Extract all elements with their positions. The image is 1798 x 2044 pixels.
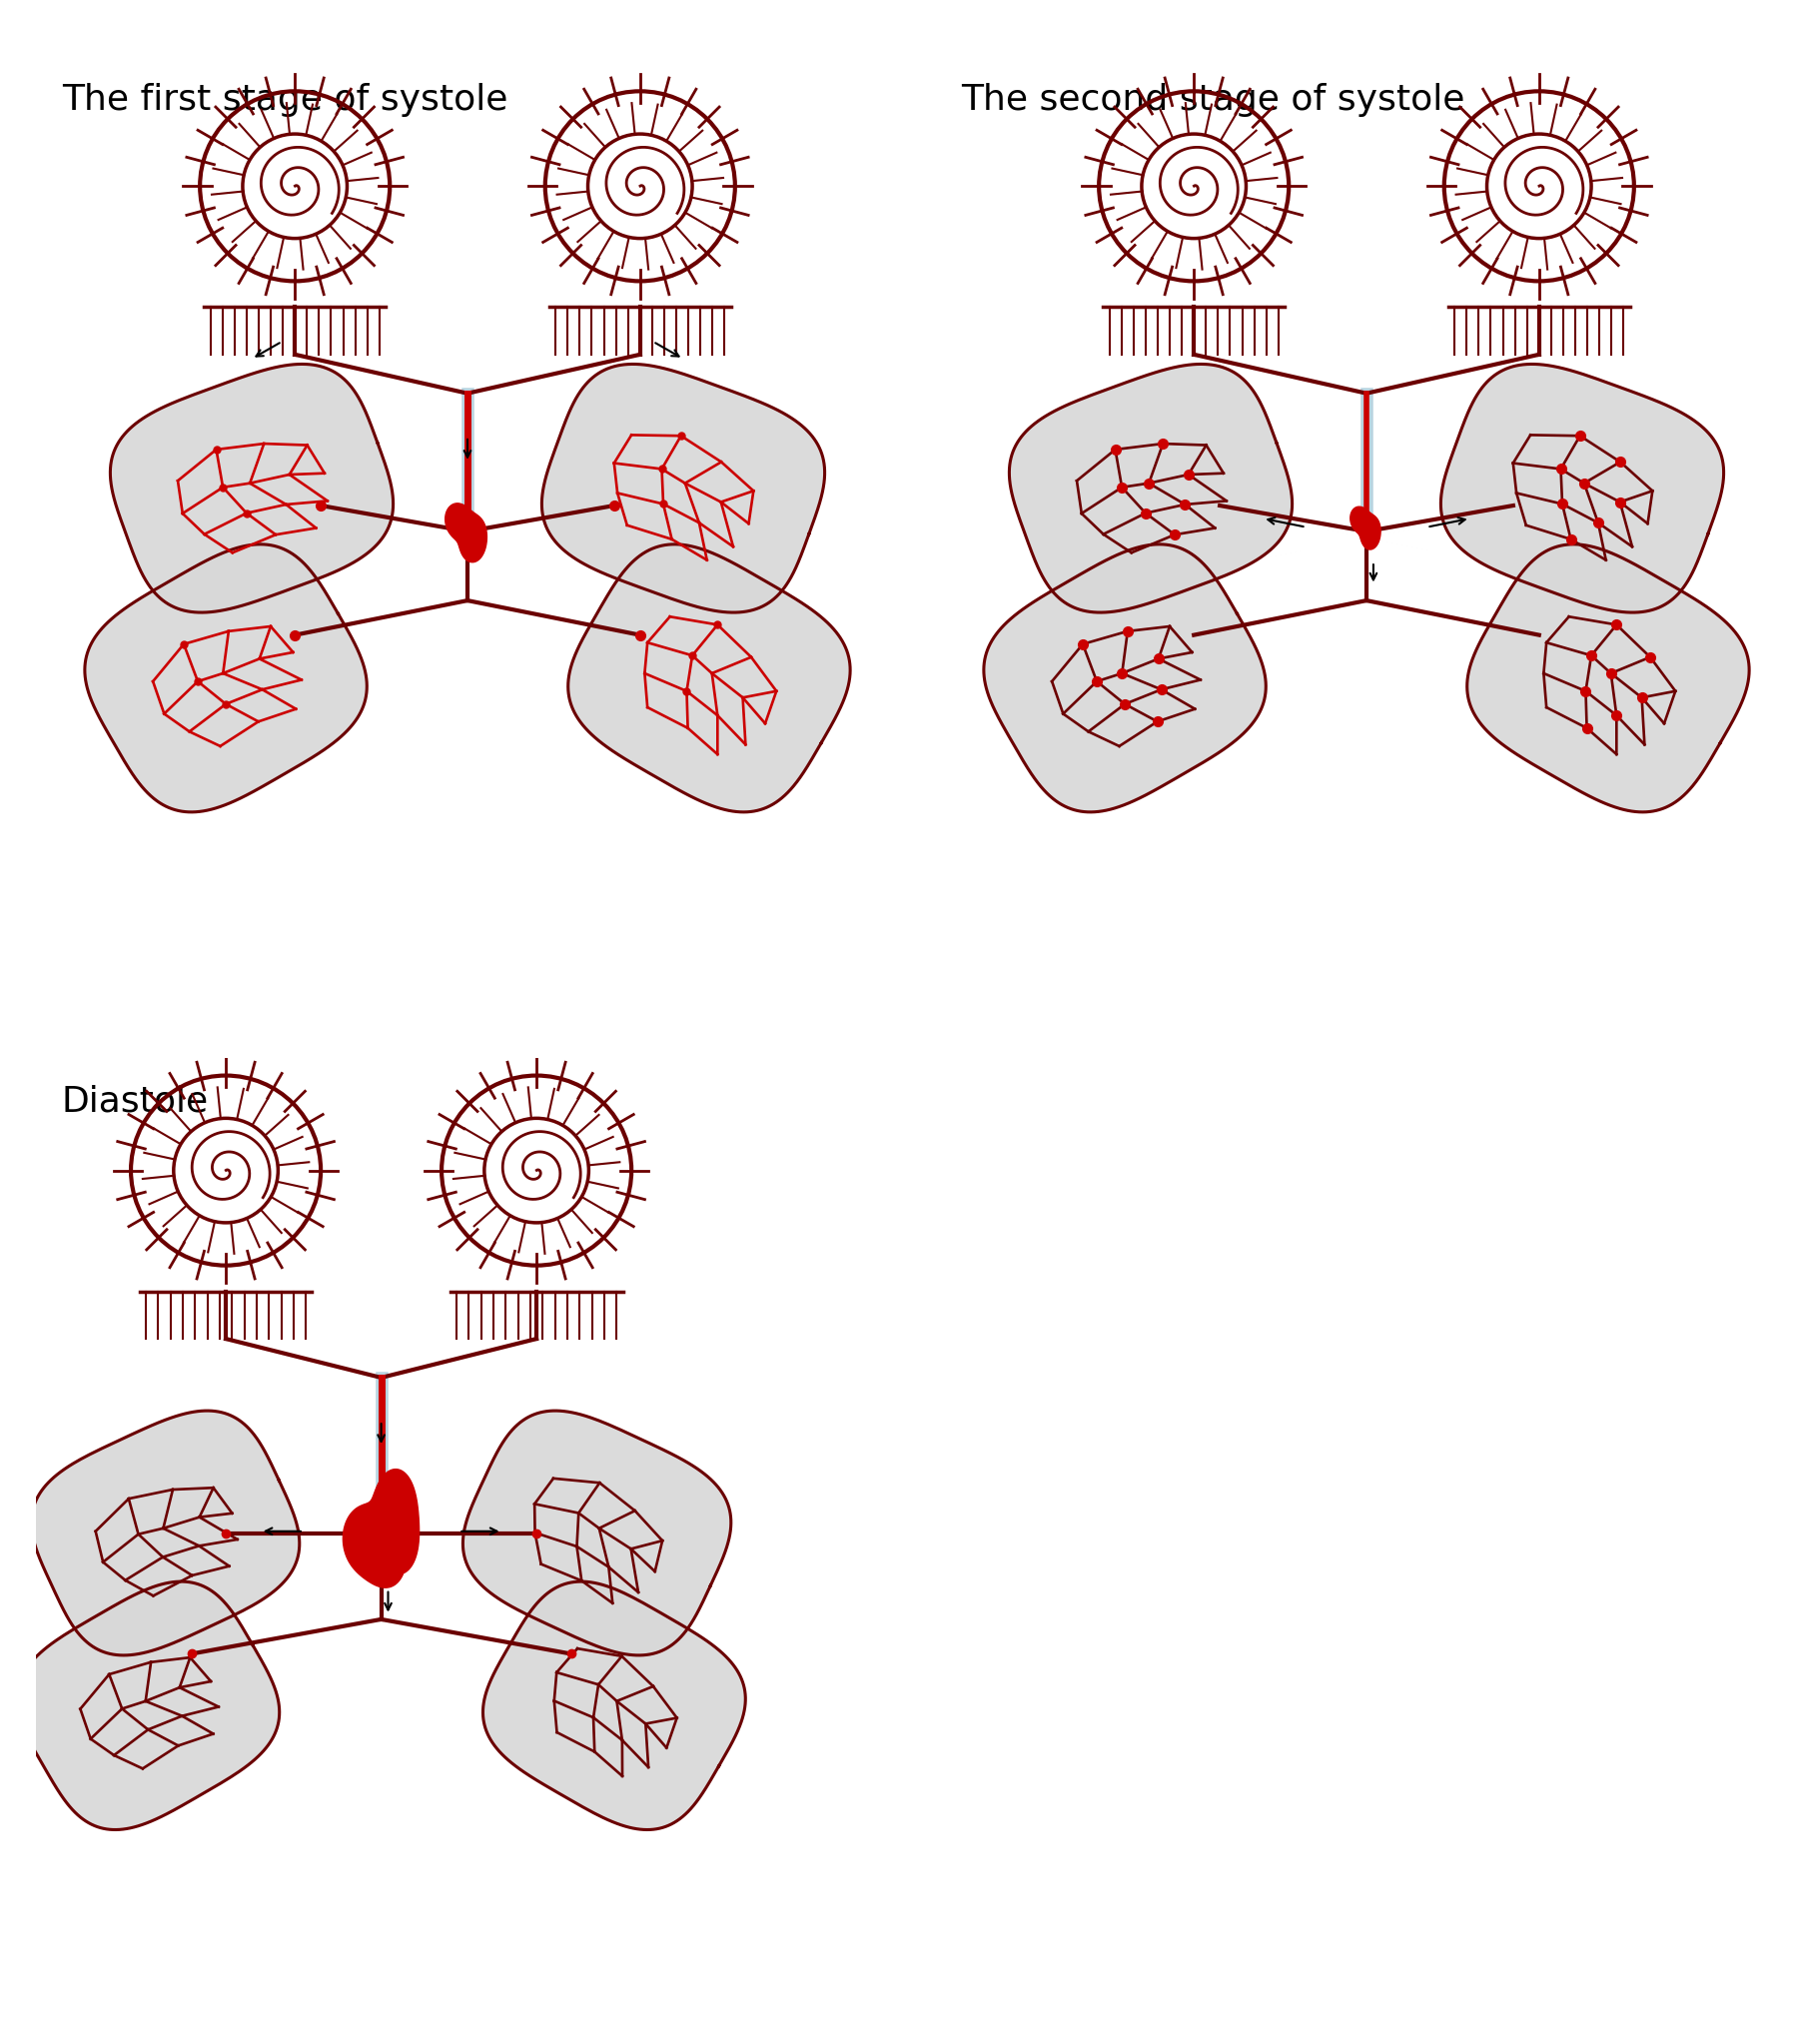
Polygon shape xyxy=(568,544,850,811)
Polygon shape xyxy=(131,1075,320,1265)
Polygon shape xyxy=(462,1410,732,1656)
Polygon shape xyxy=(1444,92,1634,282)
Polygon shape xyxy=(446,503,487,562)
Polygon shape xyxy=(984,544,1266,811)
Text: The first stage of systole: The first stage of systole xyxy=(61,82,507,117)
Polygon shape xyxy=(1099,92,1289,282)
Polygon shape xyxy=(545,92,735,282)
Polygon shape xyxy=(1350,507,1381,550)
Polygon shape xyxy=(541,364,825,613)
Text: The second stage of systole: The second stage of systole xyxy=(960,82,1465,117)
Polygon shape xyxy=(200,92,390,282)
Text: Diastole: Diastole xyxy=(61,1083,209,1118)
Polygon shape xyxy=(110,364,394,613)
Polygon shape xyxy=(1467,544,1749,811)
Polygon shape xyxy=(343,1470,419,1588)
Polygon shape xyxy=(85,544,367,811)
Polygon shape xyxy=(16,1582,279,1829)
Polygon shape xyxy=(442,1075,631,1265)
Polygon shape xyxy=(31,1410,300,1656)
Polygon shape xyxy=(1009,364,1293,613)
Polygon shape xyxy=(1440,364,1724,613)
Polygon shape xyxy=(484,1582,746,1829)
